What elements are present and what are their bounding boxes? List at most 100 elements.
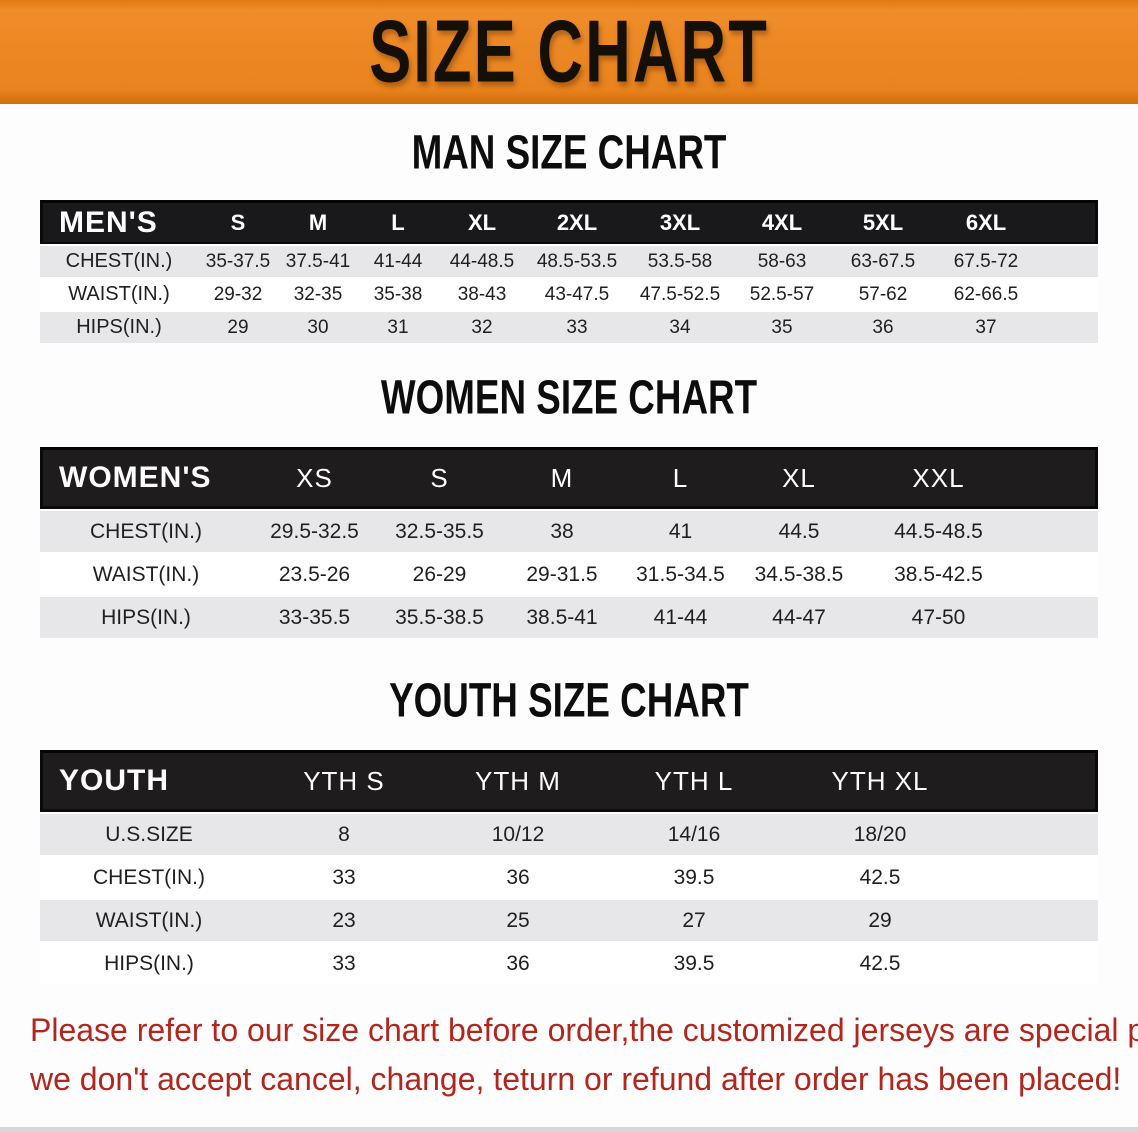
footer-note: Please refer to our size chart before or… bbox=[0, 1006, 1138, 1104]
row-label: HIPS(IN.) bbox=[40, 310, 198, 343]
row-label: WAIST(IN.) bbox=[40, 898, 258, 941]
size-cell: 29 bbox=[782, 898, 978, 941]
mens-waist-row: WAIST(IN.) 29-32 32-35 35-38 38-43 43-47… bbox=[40, 277, 1098, 310]
size-cell: 41 bbox=[622, 509, 739, 552]
mens-hips-row: HIPS(IN.) 29 30 31 32 33 34 35 36 37 bbox=[40, 310, 1098, 343]
mens-col-m: M bbox=[278, 200, 358, 244]
mens-col-s: S bbox=[198, 200, 278, 244]
size-cell: 33 bbox=[258, 941, 430, 984]
size-cell: 44-47 bbox=[739, 595, 859, 638]
size-cell: 29 bbox=[198, 310, 278, 343]
size-cell: 32.5-35.5 bbox=[377, 509, 502, 552]
size-cell: 41-44 bbox=[622, 595, 739, 638]
size-cell: 52.5-57 bbox=[732, 277, 832, 310]
size-cell: 33 bbox=[526, 310, 628, 343]
mens-size-table: MEN'S S M L XL 2XL 3XL 4XL 5XL 6XL CHEST… bbox=[40, 200, 1098, 343]
size-cell: 32-35 bbox=[278, 277, 358, 310]
mens-chest-row: CHEST(IN.) 35-37.5 37.5-41 41-44 44-48.5… bbox=[40, 244, 1098, 277]
bottom-edge-strip bbox=[0, 1127, 1138, 1132]
footer-line2: we don't accept cancel, change, teturn o… bbox=[30, 1061, 1122, 1097]
footer-line1: Please refer to our size chart before or… bbox=[30, 1012, 1138, 1048]
size-cell: 53.5-58 bbox=[628, 244, 732, 277]
youth-col-s: YTH S bbox=[258, 750, 430, 812]
mens-col-2xl: 2XL bbox=[526, 200, 628, 244]
size-cell: 44-48.5 bbox=[438, 244, 526, 277]
spacer-cell bbox=[1038, 200, 1098, 244]
size-cell: 44.5 bbox=[739, 509, 859, 552]
mens-col-l: L bbox=[358, 200, 438, 244]
womens-size-table: WOMEN'S XS S M L XL XXL CHEST(IN.) 29.5-… bbox=[40, 447, 1098, 638]
row-label: HIPS(IN.) bbox=[40, 595, 252, 638]
youth-header-row: YOUTH YTH S YTH M YTH L YTH XL bbox=[40, 750, 1098, 812]
size-cell: 37.5-41 bbox=[278, 244, 358, 277]
size-cell: 37 bbox=[934, 310, 1038, 343]
size-cell: 35-37.5 bbox=[198, 244, 278, 277]
size-cell: 29-31.5 bbox=[502, 552, 622, 595]
spacer-cell bbox=[1038, 244, 1098, 277]
size-cell: 32 bbox=[438, 310, 526, 343]
size-cell: 35-38 bbox=[358, 277, 438, 310]
banner-title: SIZE CHART bbox=[369, 3, 769, 101]
size-cell: 38.5-42.5 bbox=[859, 552, 1018, 595]
youth-col-m: YTH M bbox=[430, 750, 606, 812]
youth-col-xl: YTH XL bbox=[782, 750, 978, 812]
size-cell: 23.5-26 bbox=[252, 552, 377, 595]
mens-col-5xl: 5XL bbox=[832, 200, 934, 244]
row-label: WAIST(IN.) bbox=[40, 552, 252, 595]
spacer-cell bbox=[1018, 509, 1098, 552]
spacer-cell bbox=[978, 812, 1098, 855]
youth-section-heading: YOUTH SIZE CHART bbox=[389, 674, 749, 728]
size-cell: 42.5 bbox=[782, 941, 978, 984]
size-cell: 18/20 bbox=[782, 812, 978, 855]
womens-col-l: L bbox=[622, 447, 739, 509]
size-cell: 44.5-48.5 bbox=[859, 509, 1018, 552]
womens-hips-row: HIPS(IN.) 33-35.5 35.5-38.5 38.5-41 41-4… bbox=[40, 595, 1098, 638]
mens-header-row: MEN'S S M L XL 2XL 3XL 4XL 5XL 6XL bbox=[40, 200, 1098, 244]
size-cell: 62-66.5 bbox=[934, 277, 1038, 310]
banner: SIZE CHART bbox=[0, 0, 1138, 104]
youth-waist-row: WAIST(IN.) 23 25 27 29 bbox=[40, 898, 1098, 941]
spacer-cell bbox=[978, 941, 1098, 984]
size-cell: 36 bbox=[832, 310, 934, 343]
row-label: HIPS(IN.) bbox=[40, 941, 258, 984]
youth-hips-row: HIPS(IN.) 33 36 39.5 42.5 bbox=[40, 941, 1098, 984]
size-cell: 8 bbox=[258, 812, 430, 855]
size-cell: 34.5-38.5 bbox=[739, 552, 859, 595]
size-cell: 25 bbox=[430, 898, 606, 941]
size-cell: 10/12 bbox=[430, 812, 606, 855]
mens-col-6xl: 6XL bbox=[934, 200, 1038, 244]
size-cell: 47.5-52.5 bbox=[628, 277, 732, 310]
spacer-cell bbox=[978, 855, 1098, 898]
mens-col-3xl: 3XL bbox=[628, 200, 732, 244]
spacer-cell bbox=[1038, 310, 1098, 343]
size-cell: 31 bbox=[358, 310, 438, 343]
row-label: U.S.SIZE bbox=[40, 812, 258, 855]
size-cell: 67.5-72 bbox=[934, 244, 1038, 277]
size-cell: 14/16 bbox=[606, 812, 782, 855]
womens-col-s: S bbox=[377, 447, 502, 509]
size-cell: 63-67.5 bbox=[832, 244, 934, 277]
mens-header-label: MEN'S bbox=[40, 200, 198, 244]
size-cell: 31.5-34.5 bbox=[622, 552, 739, 595]
row-label: CHEST(IN.) bbox=[40, 509, 252, 552]
womens-col-xxl: XXL bbox=[859, 447, 1018, 509]
size-cell: 36 bbox=[430, 941, 606, 984]
womens-waist-row: WAIST(IN.) 23.5-26 26-29 29-31.5 31.5-34… bbox=[40, 552, 1098, 595]
size-cell: 41-44 bbox=[358, 244, 438, 277]
size-cell: 33 bbox=[258, 855, 430, 898]
size-cell: 30 bbox=[278, 310, 358, 343]
youth-ussize-row: U.S.SIZE 8 10/12 14/16 18/20 bbox=[40, 812, 1098, 855]
womens-col-xl: XL bbox=[739, 447, 859, 509]
youth-size-table: YOUTH YTH S YTH M YTH L YTH XL U.S.SIZE … bbox=[40, 750, 1098, 984]
size-cell: 36 bbox=[430, 855, 606, 898]
spacer-cell bbox=[1018, 447, 1098, 509]
womens-col-xs: XS bbox=[252, 447, 377, 509]
youth-chest-row: CHEST(IN.) 33 36 39.5 42.5 bbox=[40, 855, 1098, 898]
size-cell: 42.5 bbox=[782, 855, 978, 898]
row-label: CHEST(IN.) bbox=[40, 244, 198, 277]
size-cell: 38 bbox=[502, 509, 622, 552]
size-cell: 34 bbox=[628, 310, 732, 343]
womens-header-label: WOMEN'S bbox=[40, 447, 252, 509]
size-cell: 48.5-53.5 bbox=[526, 244, 628, 277]
